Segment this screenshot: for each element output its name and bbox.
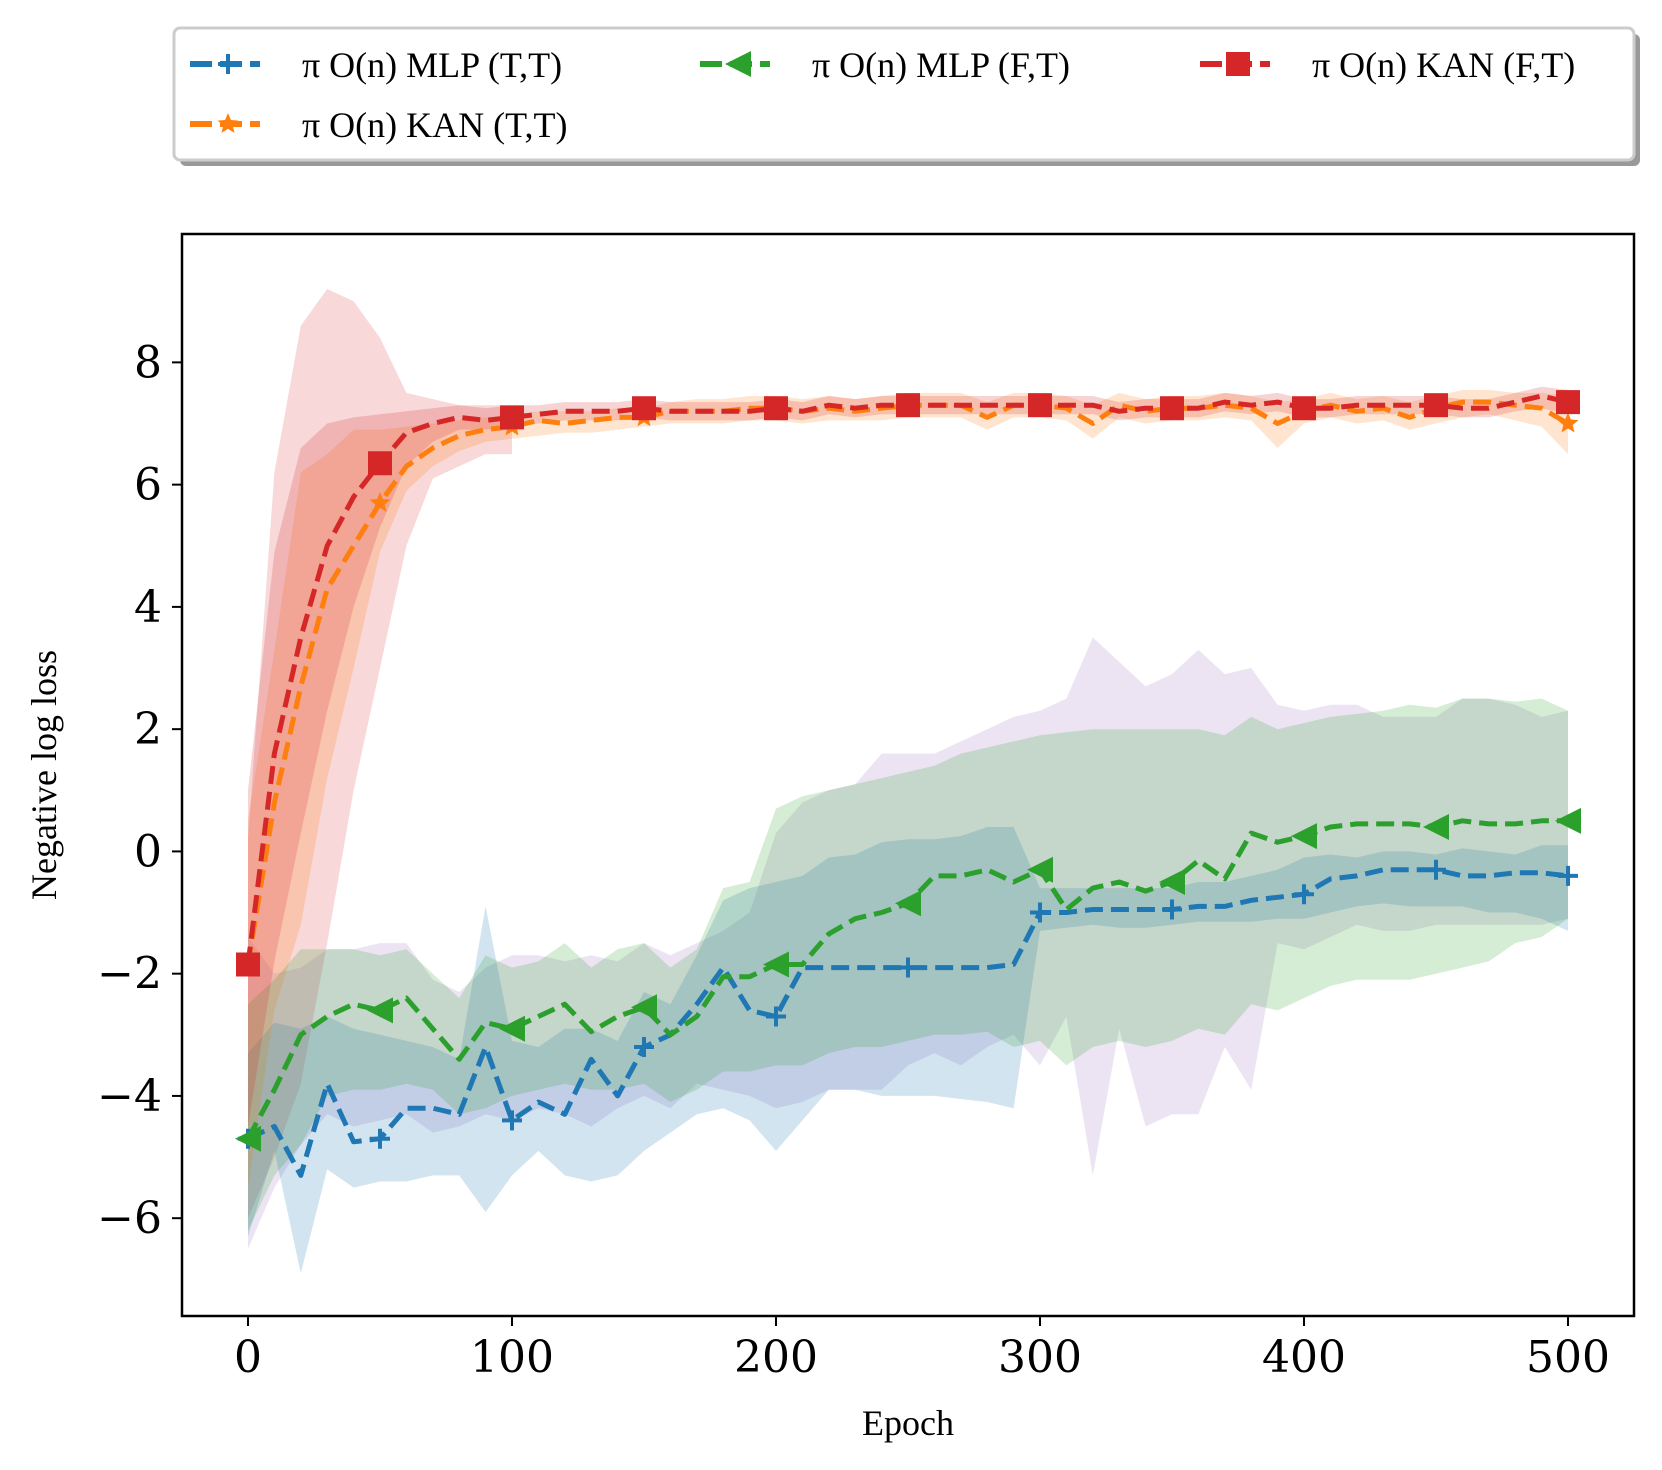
data-point	[1558, 865, 1578, 886]
data-point	[1159, 868, 1185, 895]
legend-label: π O(n) KAN (F,T)	[1312, 45, 1575, 85]
legend-entry: π O(n) KAN (T,T)	[190, 105, 567, 145]
confidence-band	[248, 637, 1568, 1249]
y-tick-label: −2	[97, 949, 162, 1000]
y-tick-label: −6	[97, 1193, 162, 1244]
plot-area: 0 100 200 300 400 500 −6 −4 −2 0 2 4 6 8	[97, 232, 1636, 1383]
data-point	[1294, 884, 1314, 905]
data-point	[1292, 396, 1316, 421]
y-tick-label: 8	[134, 337, 162, 388]
data-point	[763, 951, 789, 978]
legend-marker	[725, 51, 751, 77]
data-point	[502, 1110, 522, 1131]
legend-entries: π O(n) MLP (T,T) π O(n) MLP (F,T) π O(n) K…	[190, 45, 1575, 145]
data-point	[1030, 902, 1050, 923]
confidence-band	[248, 827, 1568, 1274]
data-point	[898, 957, 918, 978]
series-line	[246, 867, 1569, 1178]
data-point	[632, 396, 656, 421]
data-point	[1555, 807, 1581, 834]
data-point	[895, 890, 921, 917]
data-point	[368, 451, 392, 476]
x-tick-label: 200	[734, 1332, 818, 1383]
data-point	[1027, 856, 1053, 883]
data-point	[369, 492, 391, 512]
data-point	[631, 994, 657, 1021]
series-markers	[235, 390, 1581, 1152]
data-point	[764, 396, 788, 421]
legend: π O(n) MLP (T,T) π O(n) MLP (F,T) π O(n) K…	[172, 26, 1640, 166]
legend-label: π O(n) KAN (T,T)	[302, 105, 567, 145]
data-point	[1423, 813, 1449, 840]
data-point	[235, 1125, 261, 1152]
x-tick-label: 100	[470, 1332, 554, 1383]
legend-entry: π O(n) KAN (F,T)	[1200, 45, 1575, 85]
data-point	[1557, 412, 1579, 433]
plot-frame	[180, 232, 1636, 1318]
legend-marker	[217, 113, 239, 133]
data-point	[1426, 859, 1446, 880]
legend-entry: π O(n) MLP (T,T)	[190, 45, 562, 85]
legend-label: π O(n) MLP (T,T)	[302, 45, 562, 85]
confidence-band	[248, 289, 512, 1219]
y-tick-label: 2	[134, 704, 162, 755]
data-point	[1291, 823, 1317, 850]
data-point	[1424, 393, 1448, 418]
data-point	[370, 1128, 390, 1149]
x-tick-label: 0	[234, 1332, 262, 1383]
data-point	[500, 405, 524, 430]
legend-entry: π O(n) MLP (F,T)	[700, 45, 1070, 85]
data-point	[367, 997, 393, 1024]
x-axis-label: Epoch	[862, 1403, 954, 1443]
data-point	[634, 1037, 654, 1058]
y-tick-label: −4	[97, 1071, 162, 1122]
x-tick-label: 300	[998, 1332, 1082, 1383]
data-point	[1160, 396, 1184, 421]
x-tick-label: 400	[1262, 1332, 1346, 1383]
y-tick-label: 4	[134, 582, 162, 633]
y-tick-label: 6	[134, 460, 162, 511]
x-tick-label: 500	[1526, 1332, 1610, 1383]
legend-label: π O(n) MLP (F,T)	[812, 45, 1070, 85]
y-tick-label: 0	[134, 826, 162, 877]
y-axis-ticks: −6 −4 −2 0 2 4 6 8	[97, 337, 182, 1244]
data-point	[1162, 899, 1182, 920]
data-point	[236, 952, 260, 977]
data-point	[766, 1006, 786, 1027]
data-point	[1556, 390, 1580, 415]
data-point	[1028, 393, 1052, 418]
x-axis-ticks: 0 100 200 300 400 500	[234, 1316, 1610, 1383]
data-point	[896, 393, 920, 418]
confidence-bands	[248, 289, 1568, 1274]
y-axis-label: Negative log loss	[24, 650, 64, 900]
legend-marker	[218, 54, 238, 74]
legend-marker	[1226, 52, 1250, 76]
data-point	[499, 1015, 525, 1042]
